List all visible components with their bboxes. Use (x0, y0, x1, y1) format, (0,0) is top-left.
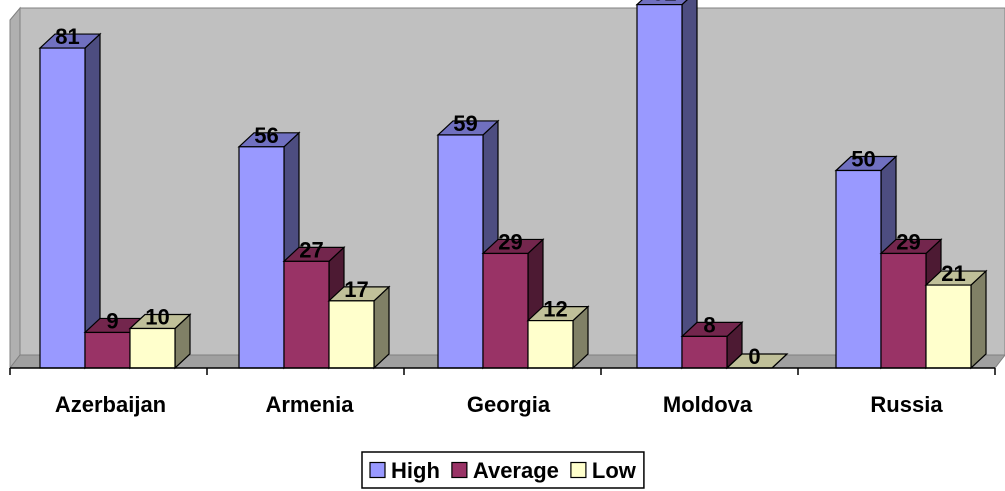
legend-swatch-high (369, 461, 386, 479)
value-label-high-moldova: 92 (652, 0, 676, 6)
legend-label-low: Low (592, 458, 637, 483)
bar-average-russia (879, 238, 943, 370)
category-label-armenia: Armenia (265, 392, 354, 417)
value-label-average-azerbaijan: 9 (106, 308, 118, 333)
value-label-average-russia: 29 (896, 229, 920, 254)
bar-low-georgia (526, 305, 590, 370)
category-label-moldova: Moldova (663, 392, 753, 417)
legend-box (361, 451, 645, 489)
bar-high-moldova (635, 0, 698, 370)
bar-low-armenia (327, 285, 391, 370)
bar-average-georgia (481, 238, 545, 370)
value-label-high-azerbaijan: 81 (55, 24, 79, 49)
bar-marks (38, 0, 988, 370)
category-label-russia: Russia (870, 392, 943, 417)
legend-swatch-low (570, 461, 587, 479)
value-label-high-georgia: 59 (453, 111, 477, 136)
legend-item-high: High (369, 458, 440, 483)
value-label-average-moldova: 8 (703, 312, 715, 337)
bar-low-azerbaijan (128, 313, 192, 370)
side-wall (9, 6, 21, 370)
bar-low-russia (924, 269, 988, 370)
value-label-low-armenia: 17 (344, 277, 368, 302)
value-label-low-azerbaijan: 10 (145, 305, 169, 330)
legend-swatch-average (451, 461, 468, 479)
legend: High Average Low (361, 451, 645, 489)
legend-label-average: Average (473, 458, 559, 483)
bar-average-moldova (680, 321, 744, 370)
category-label-georgia: Georgia (467, 392, 551, 417)
bar-high-georgia (436, 119, 500, 370)
category-axis: Azerbaijan Armenia Georgia Moldova Russia (9, 367, 996, 417)
value-label-average-georgia: 29 (498, 229, 522, 254)
legend-item-low: Low (570, 458, 637, 483)
value-label-low-russia: 21 (941, 261, 965, 286)
legend-item-average: Average (451, 458, 559, 483)
value-label-low-georgia: 12 (543, 297, 567, 322)
value-label-average-armenia: 27 (299, 237, 323, 262)
value-label-high-armenia: 56 (254, 123, 278, 148)
value-label-low-moldova: 0 (748, 344, 760, 369)
legend-label-high: High (391, 458, 440, 483)
category-label-azerbaijan: Azerbaijan (55, 392, 166, 417)
bar-high-azerbaijan (38, 32, 102, 370)
value-label-high-russia: 50 (851, 147, 875, 172)
value-labels: 81 9 10 56 27 17 59 29 12 92 8 0 50 29 21 (55, 0, 965, 369)
